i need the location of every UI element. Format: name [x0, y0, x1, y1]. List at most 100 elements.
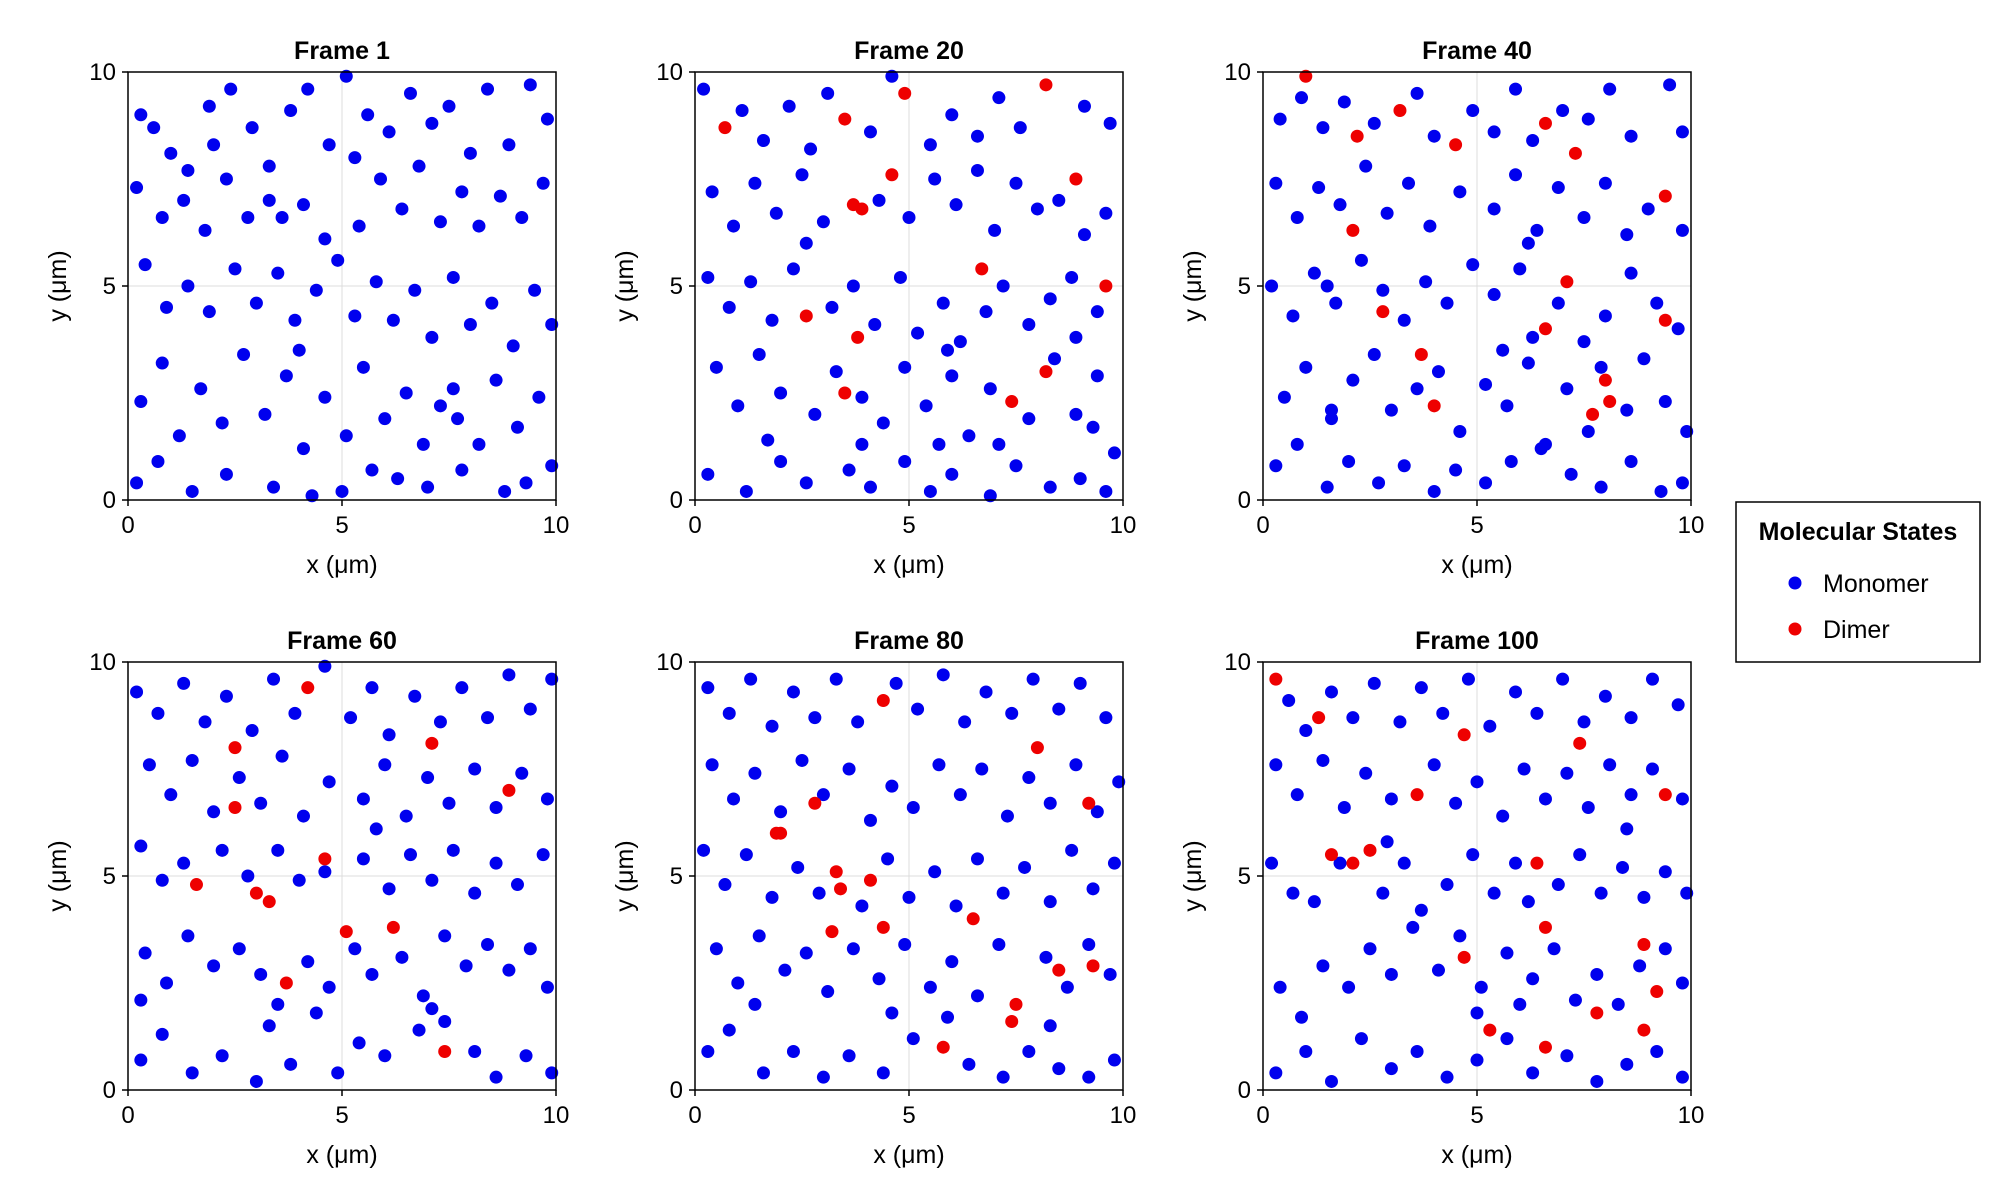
- point-monomer: [722, 1023, 736, 1037]
- panel-title: Frame 40: [1422, 37, 1532, 65]
- point-dimer: [1069, 172, 1083, 186]
- point-monomer: [911, 326, 925, 340]
- point-monomer: [923, 138, 937, 152]
- point-monomer: [786, 685, 800, 699]
- point-monomer: [983, 489, 997, 503]
- point-monomer: [369, 275, 383, 289]
- x-tick-label: 0: [688, 1102, 701, 1129]
- point-monomer: [1675, 1070, 1689, 1084]
- point-dimer: [1530, 856, 1544, 870]
- point-monomer: [1675, 125, 1689, 139]
- point-monomer: [1547, 942, 1561, 956]
- point-dimer: [855, 202, 869, 216]
- point-monomer: [1453, 929, 1467, 943]
- point-monomer: [1598, 309, 1612, 323]
- point-monomer: [523, 942, 537, 956]
- point-monomer: [352, 219, 366, 233]
- point-monomer: [778, 963, 792, 977]
- point-monomer: [1043, 1019, 1057, 1033]
- point-monomer: [1564, 467, 1578, 481]
- point-monomer: [1521, 236, 1535, 250]
- point-dimer: [1099, 279, 1113, 293]
- point-monomer: [134, 395, 148, 409]
- point-monomer: [1324, 1074, 1338, 1088]
- point-dimer: [808, 796, 822, 810]
- point-monomer: [433, 215, 447, 229]
- point-dimer: [1457, 950, 1471, 964]
- point-monomer: [1509, 856, 1523, 870]
- point-monomer: [1671, 698, 1685, 712]
- point-monomer: [1509, 168, 1523, 182]
- x-axis-label: x (μm): [306, 551, 377, 579]
- point-monomer: [339, 429, 353, 443]
- point-monomer: [936, 668, 950, 682]
- point-monomer: [893, 270, 907, 284]
- point-monomer: [540, 980, 554, 994]
- point-monomer: [1620, 403, 1634, 417]
- point-monomer: [928, 172, 942, 186]
- x-axis-label: x (μm): [306, 1141, 377, 1169]
- point-monomer: [752, 929, 766, 943]
- x-tick-label: 10: [1678, 512, 1705, 539]
- y-tick-label: 5: [670, 273, 683, 300]
- point-dimer: [1005, 395, 1019, 409]
- point-monomer: [1052, 1062, 1066, 1076]
- point-monomer: [872, 972, 886, 986]
- point-monomer: [1594, 886, 1608, 900]
- point-monomer: [825, 300, 839, 314]
- point-monomer: [1568, 993, 1582, 1007]
- y-axis-label: y (μm): [44, 250, 72, 321]
- point-dimer: [1269, 672, 1283, 686]
- point-monomer: [301, 82, 315, 96]
- point-monomer: [284, 104, 298, 118]
- panel-title: Frame 100: [1415, 627, 1539, 655]
- point-monomer: [1521, 895, 1535, 909]
- point-monomer: [1316, 753, 1330, 767]
- point-monomer: [1060, 980, 1074, 994]
- point-monomer: [241, 211, 255, 225]
- point-monomer: [1594, 360, 1608, 374]
- point-monomer: [1483, 719, 1497, 733]
- point-dimer: [876, 920, 890, 934]
- point-monomer: [1624, 711, 1638, 725]
- point-monomer: [769, 206, 783, 220]
- panel-title: Frame 80: [854, 627, 964, 655]
- point-monomer: [215, 843, 229, 857]
- point-monomer: [138, 258, 152, 272]
- point-dimer: [936, 1040, 950, 1054]
- point-monomer: [1402, 176, 1416, 190]
- point-monomer: [898, 937, 912, 951]
- point-monomer: [510, 878, 524, 892]
- point-monomer: [1295, 1010, 1309, 1024]
- point-monomer: [134, 839, 148, 853]
- point-monomer: [1530, 223, 1544, 237]
- point-monomer: [502, 963, 516, 977]
- point-monomer: [1573, 848, 1587, 862]
- point-monomer: [215, 416, 229, 430]
- point-monomer: [1009, 176, 1023, 190]
- point-monomer: [1043, 895, 1057, 909]
- point-monomer: [459, 959, 473, 973]
- point-monomer: [309, 1006, 323, 1020]
- point-monomer: [322, 980, 336, 994]
- point-monomer: [718, 878, 732, 892]
- point-monomer: [489, 801, 503, 815]
- point-monomer: [215, 1049, 229, 1063]
- point-monomer: [1620, 228, 1634, 242]
- point-monomer: [130, 181, 144, 195]
- point-monomer: [185, 1066, 199, 1080]
- point-monomer: [1560, 1049, 1574, 1063]
- point-monomer: [288, 313, 302, 327]
- point-monomer: [1384, 403, 1398, 417]
- point-monomer: [1526, 972, 1540, 986]
- point-monomer: [1551, 296, 1565, 310]
- y-tick-label: 10: [656, 649, 683, 676]
- point-monomer: [1658, 395, 1672, 409]
- point-monomer: [232, 771, 246, 785]
- point-dimer: [1449, 138, 1463, 152]
- point-monomer: [1312, 181, 1326, 195]
- point-monomer: [1449, 463, 1463, 477]
- point-monomer: [752, 347, 766, 361]
- point-dimer: [279, 976, 293, 990]
- point-monomer: [296, 198, 310, 212]
